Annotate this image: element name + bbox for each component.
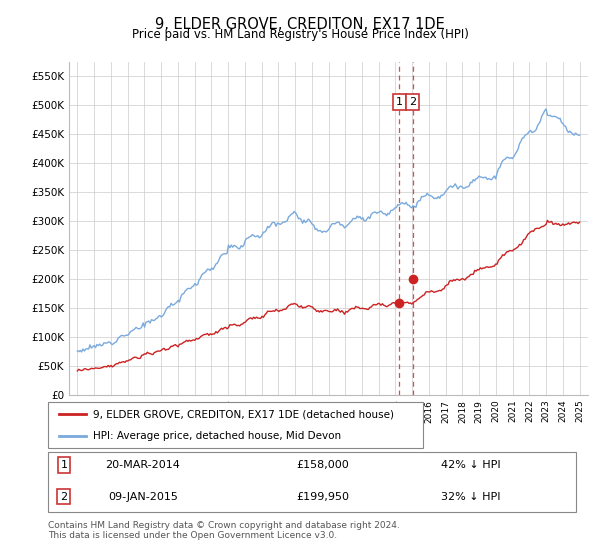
Text: 9, ELDER GROVE, CREDITON, EX17 1DE (detached house): 9, ELDER GROVE, CREDITON, EX17 1DE (deta…: [93, 409, 394, 419]
Text: Contains HM Land Registry data © Crown copyright and database right 2024.
This d: Contains HM Land Registry data © Crown c…: [48, 521, 400, 540]
Text: 1: 1: [395, 97, 403, 107]
Text: £199,950: £199,950: [296, 492, 349, 502]
Text: 20-MAR-2014: 20-MAR-2014: [106, 460, 181, 470]
Text: 1: 1: [61, 460, 67, 470]
Text: £158,000: £158,000: [296, 460, 349, 470]
Text: 9, ELDER GROVE, CREDITON, EX17 1DE: 9, ELDER GROVE, CREDITON, EX17 1DE: [155, 17, 445, 32]
Text: HPI: Average price, detached house, Mid Devon: HPI: Average price, detached house, Mid …: [93, 431, 341, 441]
Text: Price paid vs. HM Land Registry's House Price Index (HPI): Price paid vs. HM Land Registry's House …: [131, 28, 469, 41]
Text: 09-JAN-2015: 09-JAN-2015: [108, 492, 178, 502]
Text: 2: 2: [409, 97, 416, 107]
Text: 42% ↓ HPI: 42% ↓ HPI: [440, 460, 500, 470]
Text: 32% ↓ HPI: 32% ↓ HPI: [440, 492, 500, 502]
Text: 2: 2: [60, 492, 67, 502]
